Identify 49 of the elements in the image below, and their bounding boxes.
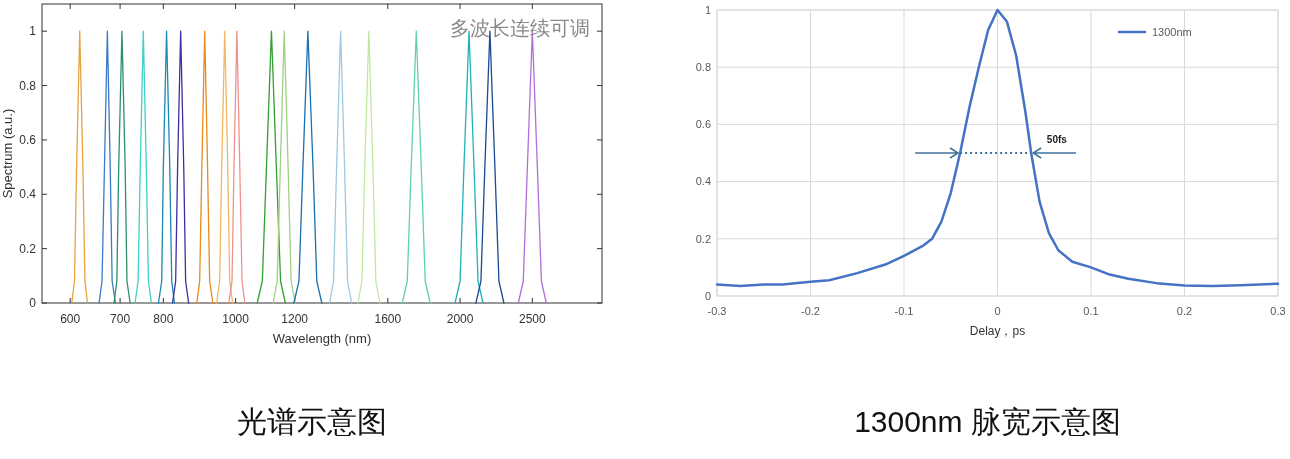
line-series	[196, 30, 214, 304]
text: 1300nm 脉宽示意图	[854, 405, 1121, 438]
x-axis-title: Wavelength (nm)	[272, 331, 372, 346]
annotation: 多波长连续可调	[450, 17, 590, 39]
y-tick-label: 0.6	[695, 118, 711, 131]
line-series	[357, 30, 381, 304]
line-series	[329, 30, 353, 304]
x-tick-label: 0	[994, 305, 1001, 317]
line-series	[215, 30, 234, 304]
line-series	[157, 30, 176, 304]
x-tick-label: 600	[60, 312, 81, 326]
x-tick-label: -0.1	[894, 305, 914, 317]
x-tick-label: 2000	[446, 312, 474, 326]
x-tick-label: 1200	[281, 312, 309, 326]
x-tick-label: -0.2	[801, 305, 820, 317]
line-series	[272, 30, 296, 304]
x-tick-label: 800	[153, 312, 174, 326]
y-tick-label: 0	[704, 289, 711, 302]
line-series	[134, 30, 153, 304]
text: 光谱示意图	[237, 405, 387, 438]
y-tick-label: 0.8	[695, 61, 711, 74]
x-tick-label: 700	[110, 312, 131, 326]
x-tick-label: 1000	[222, 312, 250, 326]
line-series	[71, 30, 89, 304]
y-tick-label: 0.4	[19, 187, 37, 202]
y-tick-label: 1	[704, 3, 711, 16]
x-axis-title: Delay，ps	[969, 324, 1026, 338]
line-series	[171, 30, 190, 304]
x-tick-label: 0.2	[1176, 305, 1193, 317]
line-series	[256, 30, 286, 304]
x-tick-label: 1600	[374, 312, 402, 326]
annotation: 50fs	[1046, 134, 1068, 145]
y-tick-label: 0.6	[19, 133, 37, 148]
y-tick-label: 0.4	[695, 175, 711, 188]
x-tick-label: -0.3	[707, 305, 727, 317]
line-series	[113, 30, 131, 304]
x-tick-label: 2500	[518, 312, 547, 326]
y-axis-title: Spectrum (a.u.)	[0, 108, 15, 199]
x-tick-label: 0.1	[1083, 305, 1099, 317]
line-series	[401, 30, 431, 304]
legend-label: 1300nm	[1152, 26, 1192, 38]
y-tick-label: 0.2	[695, 232, 711, 245]
line-series	[98, 30, 117, 304]
line-series	[228, 30, 246, 304]
y-tick-label: 1	[29, 24, 37, 39]
x-tick-label: 0.3	[1270, 305, 1286, 317]
y-tick-label: 0.2	[19, 241, 37, 256]
line-series	[293, 30, 323, 304]
y-tick-label: 0.8	[19, 78, 37, 93]
